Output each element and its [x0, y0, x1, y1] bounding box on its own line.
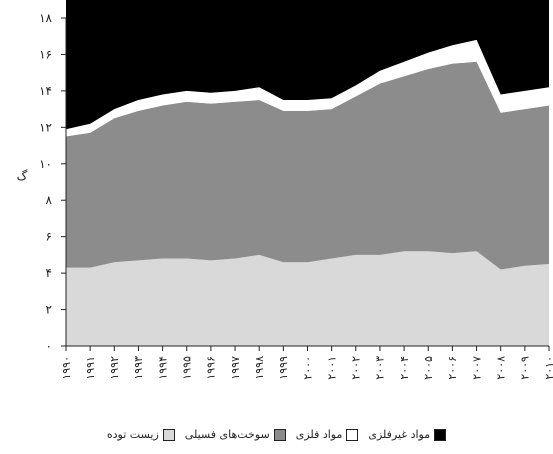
y-tick-label: ۲ — [46, 303, 52, 317]
legend-swatch-metallic — [346, 428, 359, 441]
legend-item-fossil-fuels: سوخت‌های فسیلی — [185, 428, 286, 441]
y-axis-label: گ — [17, 169, 28, 183]
x-tick-label: ۲۰۰۶ — [446, 356, 459, 380]
area-series-3 — [66, 39, 549, 137]
x-tick-label: ۱۹۹۱ — [84, 356, 97, 380]
x-tick-label: ۱۹۹۰ — [60, 356, 73, 380]
area-series-4 — [66, 0, 549, 130]
x-tick-label: ۲۰۰۲ — [350, 356, 363, 380]
x-tick-label: ۲۰۰۳ — [374, 356, 387, 380]
x-tick-label: ۲۰۰۱ — [325, 356, 338, 380]
y-tick-label: ۶ — [46, 230, 52, 244]
y-tick-label: ۱۲ — [39, 120, 52, 134]
legend-label-metallic: مواد فلزی — [295, 428, 343, 441]
x-tick-label: ۲۰۱۰ — [543, 356, 553, 380]
x-tick-label: ۲۰۰۰ — [301, 356, 314, 380]
x-tick-label: ۱۹۹۲ — [108, 356, 121, 380]
y-tick-label: ۸ — [46, 193, 53, 207]
x-tick-label: ۱۹۹۶ — [205, 356, 218, 380]
legend-swatch-fossil-fuels — [273, 428, 286, 441]
y-tick-label: ۰ — [46, 339, 52, 353]
y-tick-label: ۱۸ — [39, 11, 52, 25]
x-tick-label: ۲۰۰۵ — [422, 356, 435, 380]
y-tick-label: ۱۰ — [39, 157, 52, 171]
y-tick-label: ۴ — [46, 266, 52, 280]
area-series-1 — [66, 251, 549, 346]
x-tick-label: ۱۹۹۸ — [253, 356, 266, 380]
legend: مواد غیرفلزی مواد فلزی سوخت‌های فسیلی زی… — [0, 428, 553, 441]
legend-item-non-metallic: مواد غیرفلزی — [368, 428, 447, 441]
x-tick-label: ۱۹۹۴ — [156, 356, 169, 380]
y-tick-label: ۱۴ — [39, 84, 52, 98]
area-series-2 — [66, 61, 549, 270]
x-tick-label: ۲۰۰۹ — [519, 356, 532, 380]
legend-label-fossil-fuels: سوخت‌های فسیلی — [184, 428, 270, 441]
x-tick-label: ۲۰۰۴ — [398, 356, 411, 380]
x-tick-label: ۱۹۹۵ — [181, 356, 194, 380]
legend-swatch-non-metallic — [434, 428, 447, 441]
legend-swatch-biomass — [162, 428, 175, 441]
x-tick-label: ۱۹۹۹ — [277, 356, 290, 380]
y-tick-label: ۱۶ — [39, 47, 52, 61]
legend-label-biomass: زیست توده — [106, 428, 159, 441]
legend-item-biomass: زیست توده — [107, 428, 175, 441]
x-tick-label: ۱۹۹۷ — [229, 356, 242, 380]
legend-item-metallic: مواد فلزی — [296, 428, 359, 441]
axis-layer: ۰ ۲ ۴ ۶ ۸ ۱۰ ۱۲ ۱۴ ۱۶ ۱۸ ۱۹۹۰ ۱۹۹۱ ۱۹۹۲ ۱۹۹۳ ۱۹۹۴ ۱۹۹۵ ۱… — [39, 11, 553, 380]
area-layer — [66, 0, 549, 346]
x-tick-label: ۲۰۰۷ — [470, 356, 483, 380]
x-tick-label: ۲۰۰۸ — [495, 356, 508, 380]
legend-label-non-metallic: مواد غیرفلزی — [368, 428, 431, 441]
x-tick-label: ۱۹۹۳ — [132, 356, 145, 380]
